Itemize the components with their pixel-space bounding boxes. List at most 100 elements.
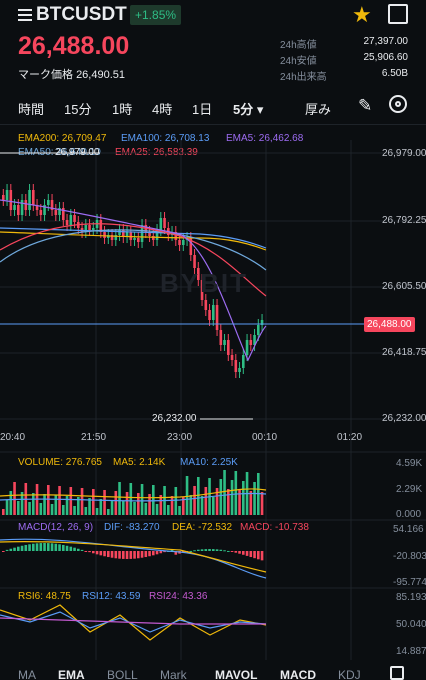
symbol-title[interactable]: BTCUSDT	[18, 4, 127, 26]
candle-body	[253, 335, 256, 345]
macd-histogram-bar	[122, 551, 125, 559]
volume-bar	[69, 487, 73, 515]
macd-axis-tick: 54.166	[393, 524, 424, 535]
volume-bar	[238, 490, 241, 515]
pencil-icon[interactable]: ✎	[358, 96, 373, 115]
volume-bar	[107, 509, 110, 515]
tab-5m-dropdown[interactable]: 5分 ▾	[233, 102, 264, 117]
volume-bar	[189, 495, 193, 515]
candle-body	[103, 232, 106, 238]
tab-boll[interactable]: BOLL	[107, 668, 138, 680]
macd-histogram-bar	[54, 543, 58, 551]
tab-mark[interactable]: Mark	[160, 668, 187, 680]
macd-histogram-bar	[62, 544, 65, 551]
macd-histogram-bar	[13, 547, 16, 551]
macd-histogram-bar	[58, 544, 61, 551]
volume-bar	[54, 495, 58, 515]
volume-bar	[223, 470, 226, 515]
settings-icon[interactable]	[389, 95, 407, 113]
volume-axis-tick: 2.29K	[396, 484, 423, 495]
volume-bar	[129, 483, 133, 515]
macd-histogram-bar	[133, 551, 136, 559]
menu-icon[interactable]	[18, 6, 32, 24]
candle-body	[65, 220, 69, 225]
price-axis-tick: 26,418.75	[382, 347, 426, 358]
volume-bar	[88, 498, 91, 515]
macd-histogram-bar	[77, 548, 80, 551]
external-link-icon[interactable]	[388, 4, 408, 24]
volume-bar	[110, 500, 114, 515]
macd-histogram-bar	[114, 551, 118, 559]
candle-body	[43, 205, 46, 215]
macd-dif-line	[0, 538, 267, 579]
volume-bar	[17, 501, 20, 515]
tab-ema[interactable]: EMA	[58, 668, 85, 680]
macd-histogram-bar	[5, 549, 9, 551]
macd-histogram-bar	[43, 543, 46, 551]
ema200-line	[0, 231, 267, 251]
volume-bar	[5, 500, 9, 515]
macd-histogram-bar	[24, 544, 28, 551]
macd-histogram-bar	[144, 551, 148, 558]
tab-time[interactable]: 時間	[18, 102, 45, 117]
macd-histogram-bar	[200, 549, 204, 551]
fullscreen-icon[interactable]	[390, 666, 404, 680]
tab-1d[interactable]: 1日	[192, 102, 213, 117]
macd-histogram-bar	[230, 551, 234, 552]
ema50-line	[0, 229, 267, 271]
macd-histogram-bar	[189, 550, 193, 552]
volume-bar	[204, 487, 208, 515]
candle-body	[193, 255, 196, 268]
tab-1h[interactable]: 1時	[112, 102, 133, 117]
tab-ma[interactable]: MA	[18, 668, 36, 680]
macd-axis-tick: -95.774	[393, 577, 426, 588]
candle-body	[204, 300, 208, 310]
tab-macd[interactable]: MACD	[280, 668, 316, 680]
candle-body	[137, 238, 140, 242]
candle-body	[197, 268, 200, 280]
candle-body	[69, 215, 73, 225]
macd-histogram-bar	[129, 551, 133, 559]
volume-bar	[242, 481, 245, 515]
ema200-label: EMA200: 26,709.47	[18, 133, 107, 144]
current-price-tag: 26,488.00	[364, 317, 415, 332]
candle-body	[35, 205, 39, 210]
macd-dif-label: DIF: -83.270	[104, 522, 160, 533]
volume-bar	[193, 486, 196, 515]
macd-histogram-bar	[20, 545, 24, 551]
candle-body	[17, 205, 20, 215]
candle-body	[88, 225, 91, 230]
last-price: 26,488.00	[18, 32, 130, 60]
low-marker-label: 26,232.00	[152, 413, 197, 424]
watermark-logo: BYBIT	[160, 268, 248, 298]
volume-bar	[20, 492, 24, 515]
tab-15m[interactable]: 15分	[64, 102, 92, 117]
candle-body	[92, 228, 95, 230]
volume-bar	[50, 504, 54, 515]
candle-body	[242, 355, 245, 368]
candle-body	[249, 340, 253, 345]
candle-body	[24, 200, 28, 210]
volume-bar	[13, 482, 16, 515]
favorite-star-icon[interactable]: ★	[352, 2, 372, 27]
candle-body	[148, 232, 151, 236]
candle-body	[129, 232, 133, 240]
volume-bar	[32, 493, 35, 515]
tab-mavol[interactable]: MAVOL	[215, 668, 258, 680]
volume-bar	[39, 503, 43, 515]
thickness-button[interactable]: 厚み	[305, 102, 332, 117]
macd-histogram-bar	[193, 550, 196, 552]
candle-body	[174, 232, 178, 240]
macd-histogram-bar	[170, 549, 174, 551]
ema25-line	[0, 223, 267, 297]
macd-histogram-bar	[39, 543, 43, 551]
candle-body	[2, 195, 5, 200]
macd-histogram-bar	[118, 551, 121, 559]
macd-histogram-bar	[159, 551, 163, 554]
price-axis-tick: 26,232.00	[382, 413, 426, 424]
volume-bar	[182, 497, 185, 515]
candle-body	[110, 235, 114, 240]
tab-kdj[interactable]: KDJ	[338, 668, 361, 680]
tab-4h[interactable]: 4時	[152, 102, 173, 117]
